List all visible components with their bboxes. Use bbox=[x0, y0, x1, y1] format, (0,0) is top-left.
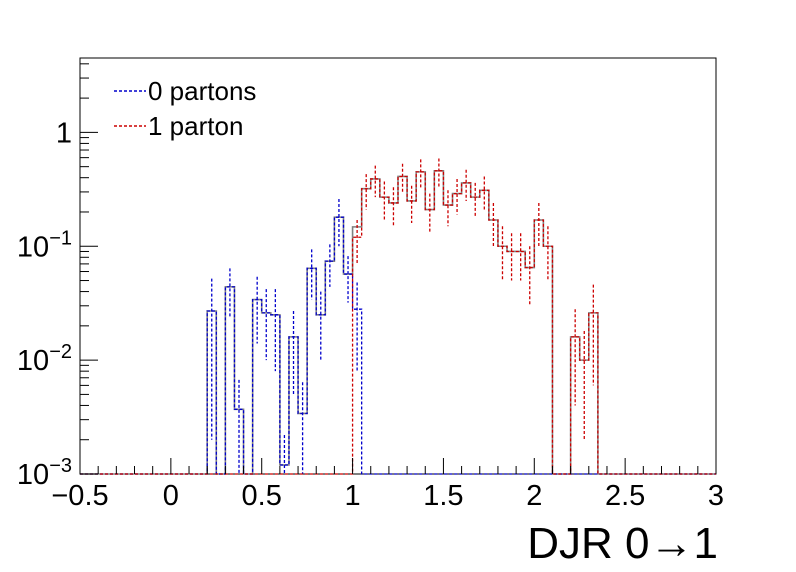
x-tick-label: 1 bbox=[345, 480, 361, 512]
total-histogram-line bbox=[80, 169, 716, 475]
x-tick-label: 2 bbox=[526, 480, 542, 512]
x-tick-label: 0 bbox=[163, 480, 179, 512]
x-tick-label: 3 bbox=[708, 480, 724, 512]
series-0 bbox=[80, 199, 716, 475]
y-tick-label: 1 bbox=[56, 117, 72, 149]
x-axis-title: DJR 0→1 bbox=[527, 519, 718, 568]
y-tick-label: 10−2 bbox=[17, 341, 72, 377]
series-1 bbox=[80, 158, 716, 475]
y-axis: 10−3 10−2 10−1 1 bbox=[17, 63, 98, 491]
x-axis: −0.5 0 0.5 1 1.5 2 2.5 3 bbox=[51, 458, 724, 512]
series-histograms bbox=[80, 158, 716, 475]
y-tick-label: 10−1 bbox=[17, 227, 72, 263]
plot-area bbox=[79, 57, 717, 475]
series-1-line bbox=[80, 170, 716, 475]
legend-entry-1: 1 parton bbox=[114, 111, 243, 141]
legend-entry-0: 0 partons bbox=[114, 76, 256, 106]
x-tick-label: 2.5 bbox=[605, 480, 645, 512]
plot-frame bbox=[79, 57, 717, 475]
x-tick-label: −0.5 bbox=[51, 480, 108, 512]
series-0-line bbox=[80, 216, 716, 475]
y-tick-label: 10−3 bbox=[17, 455, 72, 491]
x-tick-label: 1.5 bbox=[423, 480, 463, 512]
sum-histogram bbox=[80, 169, 716, 475]
x-tick-label: 0.5 bbox=[242, 480, 282, 512]
legend-label: 1 parton bbox=[148, 111, 243, 141]
legend-label: 0 partons bbox=[148, 76, 256, 106]
legend: 0 partons 1 parton bbox=[114, 76, 256, 141]
